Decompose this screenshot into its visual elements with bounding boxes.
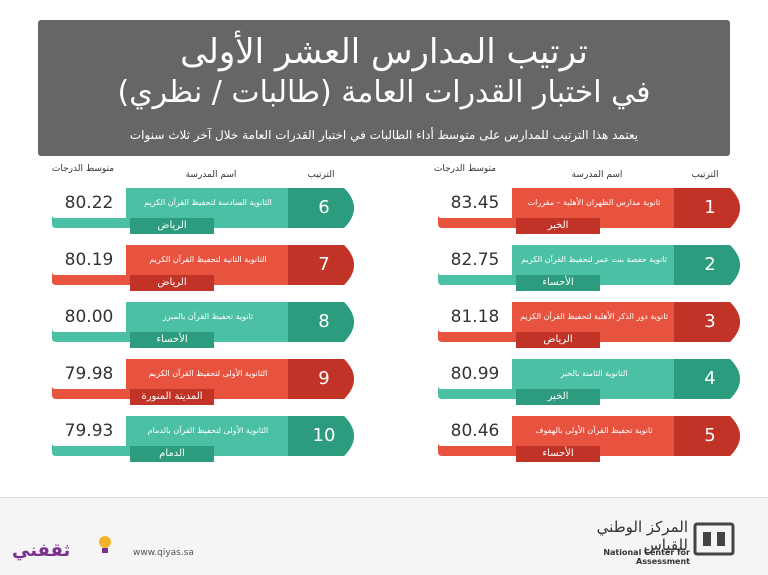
school-name: الثانوية الأولى لتحفيظ القرآن الكريم [130, 361, 286, 387]
ranking-row: 80.46 ثانوية تحفيظ القرآن الأولى بالهفوف ا… [438, 412, 750, 462]
school-name: الثانوية الثانية لتحفيظ القرآن الكريم [130, 247, 286, 273]
rank-number: 7 [318, 254, 330, 275]
school-name: الثانوية الثامنة بالخبر [516, 361, 672, 387]
rank-number: 6 [318, 197, 330, 218]
school-city: الأحساء [516, 275, 600, 291]
page-description: يعتمد هذا الترتيب للمدارس على متوسط أداء… [129, 128, 639, 142]
ranking-row: 83.45 ثانوية مدارس الظهران الأهلية – مقرر… [438, 184, 750, 234]
rank-number: 2 [704, 254, 716, 275]
school-city: المدينة المنورة [130, 389, 214, 405]
brand-logo-text: ثقفني [12, 540, 71, 561]
org-name-english: National Center for Assessment [603, 548, 690, 566]
footer [0, 498, 768, 575]
average-score-box [438, 359, 512, 389]
ranking-row: 80.22 الثانوية السادسة لتحفيظ القرآن الكر… [52, 184, 364, 234]
school-city: الخبر [516, 218, 600, 234]
ranking-row: 80.99 الثانوية الثامنة بالخبر الخبر 4 [438, 355, 750, 405]
average-score-box [438, 416, 512, 446]
qiyas-logo-icon [693, 522, 735, 556]
col-head-avg-right: متوسط الدرجات [433, 164, 497, 174]
col-head-avg-left: متوسط الدرجات [51, 164, 115, 174]
average-score: 79.98 [64, 364, 114, 384]
rank-number: 3 [704, 311, 716, 332]
average-score-box [438, 188, 512, 218]
average-score: 80.00 [64, 307, 114, 327]
average-score-box [52, 188, 126, 218]
average-score-box [52, 359, 126, 389]
lightbulb-icon [99, 536, 111, 553]
average-score-box [52, 245, 126, 275]
school-city: الدمام [130, 446, 214, 462]
rank-number: 1 [704, 197, 716, 218]
average-score-box [438, 245, 512, 275]
average-score: 81.18 [450, 307, 500, 327]
average-score: 83.45 [450, 193, 500, 213]
average-score: 80.22 [64, 193, 114, 213]
school-name: ثانوية تحفيظ القرآن بالمبرز [130, 304, 286, 330]
rank-number: 10 [312, 425, 336, 446]
school-name: ثانوية مدارس الظهران الأهلية – مقررات [516, 190, 672, 216]
ranking-row: 79.98 الثانوية الأولى لتحفيظ القرآن الكري… [52, 355, 364, 405]
ranking-row: 82.75 ثانوية حفصة بنت عمر لتحفيظ القرآن ا… [438, 241, 750, 291]
school-name: الثانوية السادسة لتحفيظ القرآن الكريم [130, 190, 286, 216]
footer-divider [0, 497, 768, 498]
school-name: الثانوية الأولى لتحفيظ القرآن بالدمام [130, 418, 286, 444]
col-head-rank-left: الترتيب [307, 170, 335, 180]
average-score: 80.19 [64, 250, 114, 270]
page-subtitle-title: في اختبار القدرات العامة (طالبات / نظري) [117, 75, 651, 110]
school-city: الخبر [516, 389, 600, 405]
school-name: ثانوية تحفيظ القرآن الأولى بالهفوف [516, 418, 672, 444]
school-name: ثانوية دور الذكر الأهلية لتحفيظ القرآن ا… [516, 304, 672, 330]
average-score: 79.93 [64, 421, 114, 441]
school-city: الأحساء [516, 446, 600, 462]
page-title: ترتيب المدارس العشر الأولى [180, 32, 588, 72]
website-link[interactable]: www.qiyas.sa [133, 548, 194, 558]
average-score-box [438, 302, 512, 332]
header-banner: ترتيب المدارس العشر الأولى في اختبار الق… [38, 20, 730, 156]
col-head-school-left: اسم المدرسة [185, 170, 237, 180]
school-city: الأحساء [130, 332, 214, 348]
average-score: 80.46 [450, 421, 500, 441]
rank-number: 5 [704, 425, 716, 446]
rank-number: 9 [318, 368, 330, 389]
ranking-row: 79.93 الثانوية الأولى لتحفيظ القرآن بالدم… [52, 412, 364, 462]
average-score: 80.99 [450, 364, 500, 384]
school-city: الرياض [516, 332, 600, 348]
average-score-box [52, 416, 126, 446]
school-city: الرياض [130, 218, 214, 234]
rank-number: 8 [318, 311, 330, 332]
org-name-arabic: المركز الوطني للقياس [596, 518, 688, 554]
average-score: 82.75 [450, 250, 500, 270]
school-city: الرياض [130, 275, 214, 291]
rank-number: 4 [704, 368, 716, 389]
school-name: ثانوية حفصة بنت عمر لتحفيظ القرآن الكريم [516, 247, 672, 273]
col-head-rank-right: الترتيب [691, 170, 719, 180]
col-head-school-right: اسم المدرسة [571, 170, 623, 180]
ranking-row: 80.19 الثانوية الثانية لتحفيظ القرآن الكر… [52, 241, 364, 291]
ranking-row: 80.00 ثانوية تحفيظ القرآن بالمبرز الأحساء 8 [52, 298, 364, 348]
average-score-box [52, 302, 126, 332]
ranking-row: 81.18 ثانوية دور الذكر الأهلية لتحفيظ الق… [438, 298, 750, 348]
